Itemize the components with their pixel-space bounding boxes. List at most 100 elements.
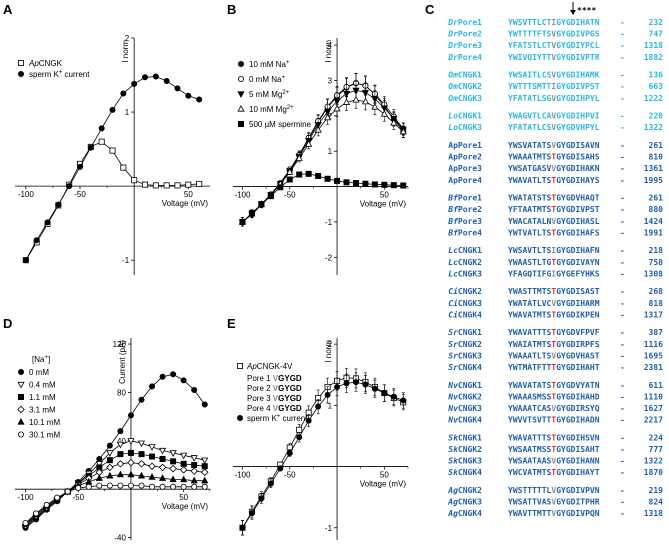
sequence-residues: YWACATALNVGYGDIHASL [508, 217, 600, 226]
sequence-position: 261 [649, 194, 664, 203]
legend: 10 mM Na+ 0 mM Na+ 5 mM Mg2+ 10 mM Mg2+ 500 … [237, 60, 312, 129]
data-point [201, 476, 209, 484]
data-point [191, 387, 198, 394]
data-point [163, 182, 170, 189]
sequence-dash: - [620, 228, 625, 237]
x-tick-label: 50 [184, 190, 193, 199]
sequence-dash: - [620, 416, 625, 425]
alignment-row: CiCNGK4 YWAVATMTSTGYGDIKPEN - 1317 [448, 309, 663, 319]
sequence-dash: - [620, 381, 625, 390]
legend-marker [237, 121, 244, 128]
sequence-position: 824 [649, 498, 664, 507]
sequence-dash: - [620, 71, 625, 80]
y-axis-label: Current (pA) [118, 340, 127, 384]
sequence-name: BfPore1 [447, 194, 482, 203]
sequence-position: 224 [649, 433, 664, 442]
sequence-residues: YWAVATATSTGYGDVYATN [508, 381, 600, 390]
alignment-row: ApPore2 YWAAATMTSTGYGDISAHS - 810 [448, 153, 663, 162]
data-point [201, 483, 208, 490]
data-point [267, 480, 274, 487]
x-tick-label: -100 [234, 471, 251, 480]
alignment-row: NvCNGK1 YWAVATATSTGYGDVYATN - 611 [447, 381, 663, 390]
alignment-row: OmCNGK2 YWTTTSMTTIGYGDIVPST - 663 [448, 82, 663, 91]
sequence-residues: YWASTTMTSTGYGDISAST [508, 287, 600, 296]
data-point [158, 463, 167, 472]
y-tick-label: -40 [114, 534, 126, 543]
sequence-dash: - [620, 82, 625, 91]
data-point [324, 391, 331, 398]
data-point [96, 482, 103, 489]
sequence-position: 1882 [644, 53, 663, 62]
data-point [64, 488, 71, 495]
sequence-position: 1424 [644, 217, 663, 226]
sequence-name: CiCNGK2 [448, 286, 482, 296]
sequence-residues: YWATATSTSTGYGDVHAQT [508, 194, 600, 203]
data-point [174, 85, 181, 92]
legend-marker [17, 368, 24, 375]
data-point [22, 257, 29, 264]
y-tick-label: 40 [117, 437, 126, 446]
sequence-dash: - [620, 287, 625, 296]
data-point [190, 476, 198, 484]
sequence-dash: - [620, 509, 625, 518]
series-line [25, 474, 205, 525]
data-point [352, 87, 360, 95]
data-point [106, 442, 113, 449]
legend-entry: 10 mM Na+ [249, 60, 290, 69]
alignment-row: SrCNGK2 YWAIATMTSTGYGDIRPFS - 1116 [448, 340, 663, 349]
series-line [25, 440, 205, 528]
data-point [196, 96, 203, 103]
y-tick-label: 1 [125, 108, 130, 117]
sequence-position: 268 [649, 287, 664, 296]
data-point [106, 450, 114, 457]
sequence-dash: - [620, 176, 625, 185]
sequence-name: AgCNGK4 [447, 509, 482, 518]
legend-marker [237, 91, 245, 99]
data-point [295, 154, 303, 161]
sequence-position: 758 [649, 258, 664, 267]
sequence-name: CiCNGK3 [448, 298, 482, 308]
sequence-name: OmCNGK2 [448, 82, 482, 91]
sequence-residues: YWSATGASVVGYGDIHAKN [508, 164, 600, 173]
sequence-name: LoCNGK3 [448, 123, 482, 132]
sequence-residues: YWSAITLCSVGYGDIHAMK [508, 71, 600, 80]
sequence-residues: YWTTTTFTSVGYGDIVPGS [508, 30, 600, 39]
y-axis-label: I norm [324, 40, 333, 63]
data-point [381, 181, 388, 188]
data-point [152, 182, 159, 189]
data-point [399, 127, 407, 135]
sequence-name: SrCNGK2 [448, 340, 482, 349]
alignment-row: LoCNGK1 YWAGVTLCAVGYGDIHPVI - 220 [448, 112, 663, 121]
series [22, 482, 208, 527]
data-point [174, 182, 181, 189]
sequence-dash: - [620, 299, 625, 308]
alignment-row: DrPore4 YWIVQIYTTVGYGDIVPTR - 1882 [447, 53, 663, 62]
alignment-row: AgCNGK2 YWSTTTTTLVGYGDIVPVN - 219 [447, 486, 663, 495]
sequence-position: 1308 [644, 269, 663, 278]
sequence-position: 218 [649, 246, 664, 255]
data-point [137, 440, 146, 448]
legend: ApCNGK sperm K+ current [17, 59, 90, 79]
legend-entry: 5 mM Mg2+ [249, 90, 290, 99]
sequence-residues: YWAAASMSSTGYGDIHAHD [508, 392, 600, 401]
sequence-residues: YWAAATCASVGYGDIRSYQ [508, 404, 600, 413]
chart-panel-a: A -100 -50 50 -1 1 2 Voltage (mV) I norm ApCNGK sp… [3, 2, 210, 275]
alignment-row: ApPore4 YWAVATLTSTGYGDIHAYS - 1995 [448, 176, 663, 185]
sequence-name: NvCNGK4 [447, 416, 482, 425]
legend-marker [237, 61, 244, 68]
data-point [159, 373, 166, 380]
sequence-residues: YWTTTSMTTIGYGDIVPST [508, 82, 600, 91]
sequence-residues: YWAVATTTSTGYGDVFPVF [508, 328, 600, 337]
data-point [180, 452, 188, 460]
data-point [148, 444, 156, 451]
sequence-name: BfPore4 [447, 228, 482, 237]
sequence-name: SkCNGK2 [448, 445, 482, 454]
sequence-residues: YFTAATMTSTGYGDIVPST [508, 205, 600, 214]
data-point [296, 426, 303, 433]
data-point [158, 447, 167, 455]
chart-panel-d: D -100 -50 50 -40 40 80 120 Voltage (mV) Current … [3, 316, 211, 543]
x-tick-label: -100 [234, 191, 251, 200]
series-line [25, 76, 200, 261]
data-point [138, 396, 145, 403]
